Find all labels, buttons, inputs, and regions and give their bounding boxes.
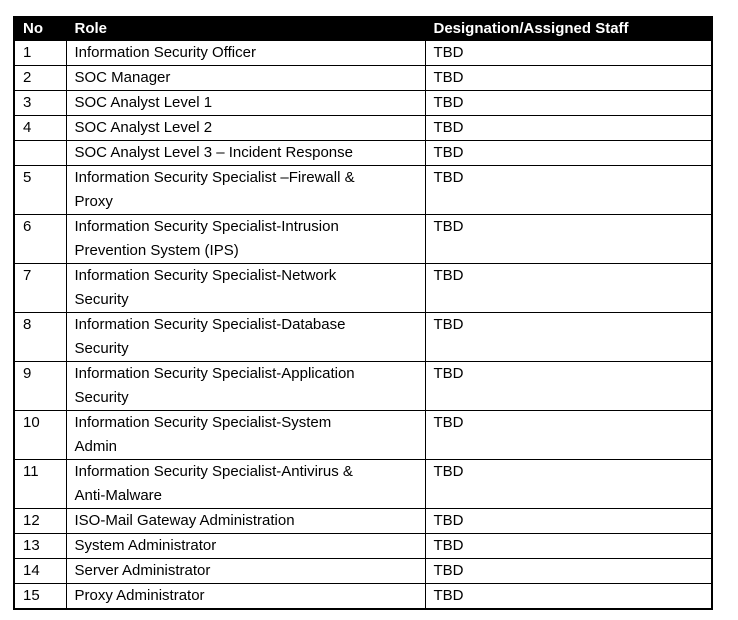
cell-role: Information Security Specialist –Firewal…: [65, 165, 426, 215]
table-row: 5 Information Security Specialist –Firew…: [13, 165, 713, 215]
cell-no: 13: [13, 533, 67, 559]
table-row: 9 Information Security Specialist-Applic…: [13, 361, 713, 411]
table-header-row: No Role Designation/Assigned Staff: [13, 16, 713, 41]
cell-designation: TBD: [424, 115, 713, 141]
cell-no: 6: [13, 214, 67, 264]
cell-designation: TBD: [424, 140, 713, 166]
cell-designation: TBD: [424, 263, 713, 313]
cell-no: 1: [13, 40, 67, 66]
cell-role: Information Security Specialist-System A…: [65, 410, 426, 460]
cell-role: Server Administrator: [65, 558, 426, 584]
cell-no: 4: [13, 115, 67, 141]
table-row: 10 Information Security Specialist-Syste…: [13, 410, 713, 460]
table-row: 4 SOC Analyst Level 2 TBD: [13, 115, 713, 141]
cell-role: SOC Analyst Level 1: [65, 90, 426, 116]
cell-designation: TBD: [424, 65, 713, 91]
cell-designation: TBD: [424, 165, 713, 215]
header-cell-role: Role: [65, 16, 426, 41]
cell-no: 9: [13, 361, 67, 411]
table-row: 15 Proxy Administrator TBD: [13, 583, 713, 610]
table-row: 11 Information Security Specialist-Antiv…: [13, 459, 713, 509]
cell-role: Information Security Specialist-Antiviru…: [65, 459, 426, 509]
cell-designation: TBD: [424, 90, 713, 116]
table-row: 7 Information Security Specialist-Networ…: [13, 263, 713, 313]
table-row: 1 Information Security Officer TBD: [13, 40, 713, 66]
table-row: 8 Information Security Specialist-Databa…: [13, 312, 713, 362]
cell-no: 3: [13, 90, 67, 116]
cell-designation: TBD: [424, 508, 713, 534]
cell-designation: TBD: [424, 312, 713, 362]
cell-no: 14: [13, 558, 67, 584]
cell-no: 11: [13, 459, 67, 509]
table-row: 6 Information Security Specialist-Intrus…: [13, 214, 713, 264]
cell-designation: TBD: [424, 361, 713, 411]
cell-no: 2: [13, 65, 67, 91]
cell-designation: TBD: [424, 558, 713, 584]
cell-role: System Administrator: [65, 533, 426, 559]
table-row: 3 SOC Analyst Level 1 TBD: [13, 90, 713, 116]
cell-no: 12: [13, 508, 67, 534]
cell-designation: TBD: [424, 583, 713, 610]
cell-designation: TBD: [424, 410, 713, 460]
cell-no: 10: [13, 410, 67, 460]
cell-role: Information Security Specialist-Intrusio…: [65, 214, 426, 264]
cell-no: 7: [13, 263, 67, 313]
cell-role: SOC Analyst Level 3 – Incident Response: [65, 140, 426, 166]
cell-role: Proxy Administrator: [65, 583, 426, 610]
table-row: 12 ISO-Mail Gateway Administration TBD: [13, 508, 713, 534]
cell-designation: TBD: [424, 459, 713, 509]
header-cell-no: No: [13, 16, 67, 41]
staff-roles-table: No Role Designation/Assigned Staff 1 Inf…: [13, 16, 713, 610]
table-row: 14 Server Administrator TBD: [13, 558, 713, 584]
cell-role: Information Security Officer: [65, 40, 426, 66]
cell-no: 5: [13, 165, 67, 215]
header-cell-designation: Designation/Assigned Staff: [424, 16, 713, 41]
cell-no: 8: [13, 312, 67, 362]
cell-role: SOC Analyst Level 2: [65, 115, 426, 141]
cell-role: SOC Manager: [65, 65, 426, 91]
cell-designation: TBD: [424, 533, 713, 559]
cell-designation: TBD: [424, 40, 713, 66]
cell-designation: TBD: [424, 214, 713, 264]
cell-role: Information Security Specialist-Database…: [65, 312, 426, 362]
table-row: SOC Analyst Level 3 – Incident Response …: [13, 140, 713, 166]
table-row: 2 SOC Manager TBD: [13, 65, 713, 91]
table-row: 13 System Administrator TBD: [13, 533, 713, 559]
cell-no: [13, 140, 67, 166]
cell-role: Information Security Specialist-Applicat…: [65, 361, 426, 411]
cell-role: ISO-Mail Gateway Administration: [65, 508, 426, 534]
cell-no: 15: [13, 583, 67, 610]
cell-role: Information Security Specialist-Network …: [65, 263, 426, 313]
